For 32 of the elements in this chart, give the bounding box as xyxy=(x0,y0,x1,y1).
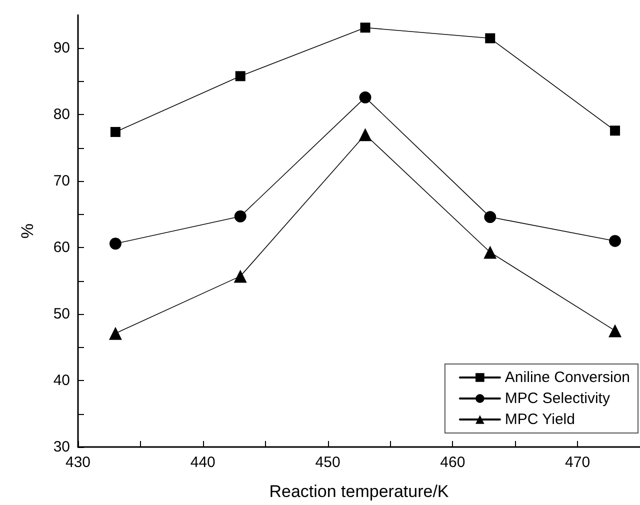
y-tick-label: 60 xyxy=(53,239,70,256)
x-tick-label: 470 xyxy=(565,454,590,471)
y-tick-label: 40 xyxy=(53,372,70,390)
point xyxy=(484,246,497,259)
point xyxy=(610,126,620,136)
point xyxy=(235,71,246,82)
point xyxy=(109,238,122,250)
point xyxy=(608,324,622,338)
x-tick-label: 430 xyxy=(65,454,91,471)
x-tick-label: 450 xyxy=(315,454,340,471)
point xyxy=(108,326,122,340)
x-tick-label: 440 xyxy=(190,454,216,471)
y-tick-label: 80 xyxy=(53,106,70,124)
y-axis-title: % xyxy=(18,223,37,239)
point xyxy=(359,91,372,104)
legend-label: Aniline Conversion xyxy=(504,369,630,386)
y-tick-label: 30 xyxy=(53,438,70,456)
point xyxy=(234,210,246,222)
point xyxy=(234,270,247,283)
point xyxy=(110,126,120,137)
point xyxy=(485,33,496,44)
legend-label: MPC Yield xyxy=(504,411,575,428)
y-tick-label: 50 xyxy=(53,306,70,323)
legend-label: MPC Selectivity xyxy=(504,390,610,407)
y-tick-label: 90 xyxy=(53,40,70,57)
point xyxy=(609,234,622,247)
point xyxy=(358,128,372,142)
point xyxy=(484,211,496,224)
x-tick-label: 460 xyxy=(440,454,466,471)
x-axis-title: Reaction temperature/K xyxy=(269,482,450,501)
point xyxy=(360,22,370,33)
y-tick-label: 70 xyxy=(53,172,70,190)
